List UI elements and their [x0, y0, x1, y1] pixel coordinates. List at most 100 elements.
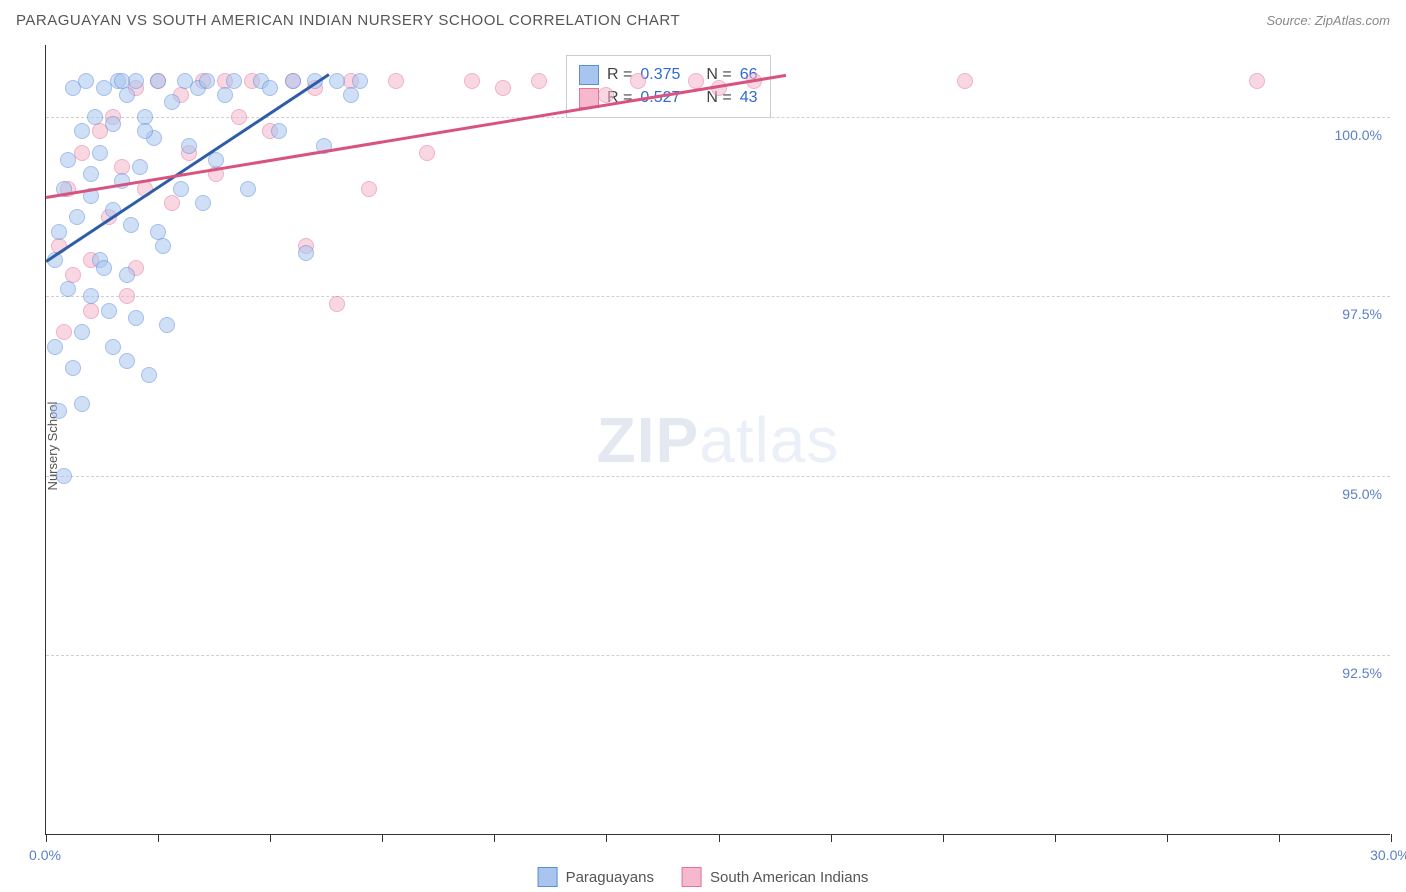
x-tick — [46, 834, 47, 842]
data-point — [47, 339, 63, 355]
watermark-bold: ZIP — [597, 404, 700, 476]
data-point — [114, 73, 130, 89]
x-tick — [943, 834, 944, 842]
data-point — [598, 87, 614, 103]
data-point — [343, 87, 359, 103]
y-tick-label: 92.5% — [1342, 665, 1382, 681]
data-point — [141, 367, 157, 383]
data-point — [137, 123, 153, 139]
data-point — [150, 224, 166, 240]
data-point — [60, 152, 76, 168]
x-tick — [158, 834, 159, 842]
r-label: R = — [607, 66, 632, 84]
data-point — [51, 224, 67, 240]
watermark-rest: atlas — [699, 404, 839, 476]
data-point — [388, 73, 404, 89]
stats-legend: R = 0.375 N = 66 R = 0.527 N = 43 — [566, 55, 771, 118]
y-tick-label: 100.0% — [1335, 127, 1382, 143]
data-point — [150, 73, 166, 89]
x-tick — [494, 834, 495, 842]
data-point — [83, 288, 99, 304]
data-point — [226, 73, 242, 89]
data-point — [119, 267, 135, 283]
x-tick — [831, 834, 832, 842]
plot-area: ZIPatlas R = 0.375 N = 66 R = 0.527 N = … — [45, 45, 1390, 835]
data-point — [74, 324, 90, 340]
data-point — [1249, 73, 1265, 89]
x-tick — [382, 834, 383, 842]
data-point — [119, 87, 135, 103]
data-point — [51, 403, 67, 419]
data-point — [92, 145, 108, 161]
legend-label-blue: Paraguayans — [566, 869, 654, 886]
gridline — [46, 655, 1390, 656]
swatch-pink-icon — [682, 867, 702, 887]
data-point — [164, 94, 180, 110]
data-point — [155, 238, 171, 254]
data-point — [123, 217, 139, 233]
data-point — [105, 339, 121, 355]
swatch-blue-icon — [538, 867, 558, 887]
data-point — [531, 73, 547, 89]
data-point — [74, 396, 90, 412]
data-point — [262, 80, 278, 96]
gridline — [46, 476, 1390, 477]
x-tick — [606, 834, 607, 842]
data-point — [195, 195, 211, 211]
x-tick — [1279, 834, 1280, 842]
data-point — [78, 73, 94, 89]
data-point — [101, 303, 117, 319]
source-label: Source: ZipAtlas.com — [1266, 13, 1390, 28]
x-tick-label: 0.0% — [29, 847, 61, 863]
data-point — [199, 73, 215, 89]
series-legend: Paraguayans South American Indians — [538, 867, 869, 887]
data-point — [83, 166, 99, 182]
data-point — [464, 73, 480, 89]
data-point — [419, 145, 435, 161]
data-point — [65, 360, 81, 376]
data-point — [217, 87, 233, 103]
data-point — [329, 73, 345, 89]
data-point — [495, 80, 511, 96]
legend-item-blue: Paraguayans — [538, 867, 654, 887]
data-point — [688, 73, 704, 89]
data-point — [69, 209, 85, 225]
data-point — [83, 303, 99, 319]
data-point — [181, 138, 197, 154]
data-point — [105, 116, 121, 132]
data-point — [329, 296, 345, 312]
n-value-pink: 43 — [740, 89, 758, 107]
x-tick — [270, 834, 271, 842]
data-point — [361, 181, 377, 197]
data-point — [74, 123, 90, 139]
data-point — [231, 109, 247, 125]
data-point — [173, 181, 189, 197]
r-value-blue: 0.375 — [640, 66, 680, 84]
data-point — [298, 245, 314, 261]
data-point — [208, 152, 224, 168]
data-point — [87, 109, 103, 125]
gridline — [46, 296, 1390, 297]
data-point — [240, 181, 256, 197]
data-point — [132, 159, 148, 175]
data-point — [119, 353, 135, 369]
y-tick-label: 97.5% — [1342, 306, 1382, 322]
swatch-blue-icon — [579, 65, 599, 85]
data-point — [56, 468, 72, 484]
x-tick — [1391, 834, 1392, 842]
data-point — [128, 310, 144, 326]
legend-label-pink: South American Indians — [710, 869, 868, 886]
data-point — [56, 324, 72, 340]
x-tick — [719, 834, 720, 842]
watermark: ZIPatlas — [597, 403, 840, 477]
data-point — [119, 288, 135, 304]
data-point — [60, 281, 76, 297]
y-tick-label: 95.0% — [1342, 486, 1382, 502]
data-point — [285, 73, 301, 89]
data-point — [630, 73, 646, 89]
legend-item-pink: South American Indians — [682, 867, 868, 887]
data-point — [96, 260, 112, 276]
data-point — [352, 73, 368, 89]
data-point — [271, 123, 287, 139]
data-point — [159, 317, 175, 333]
